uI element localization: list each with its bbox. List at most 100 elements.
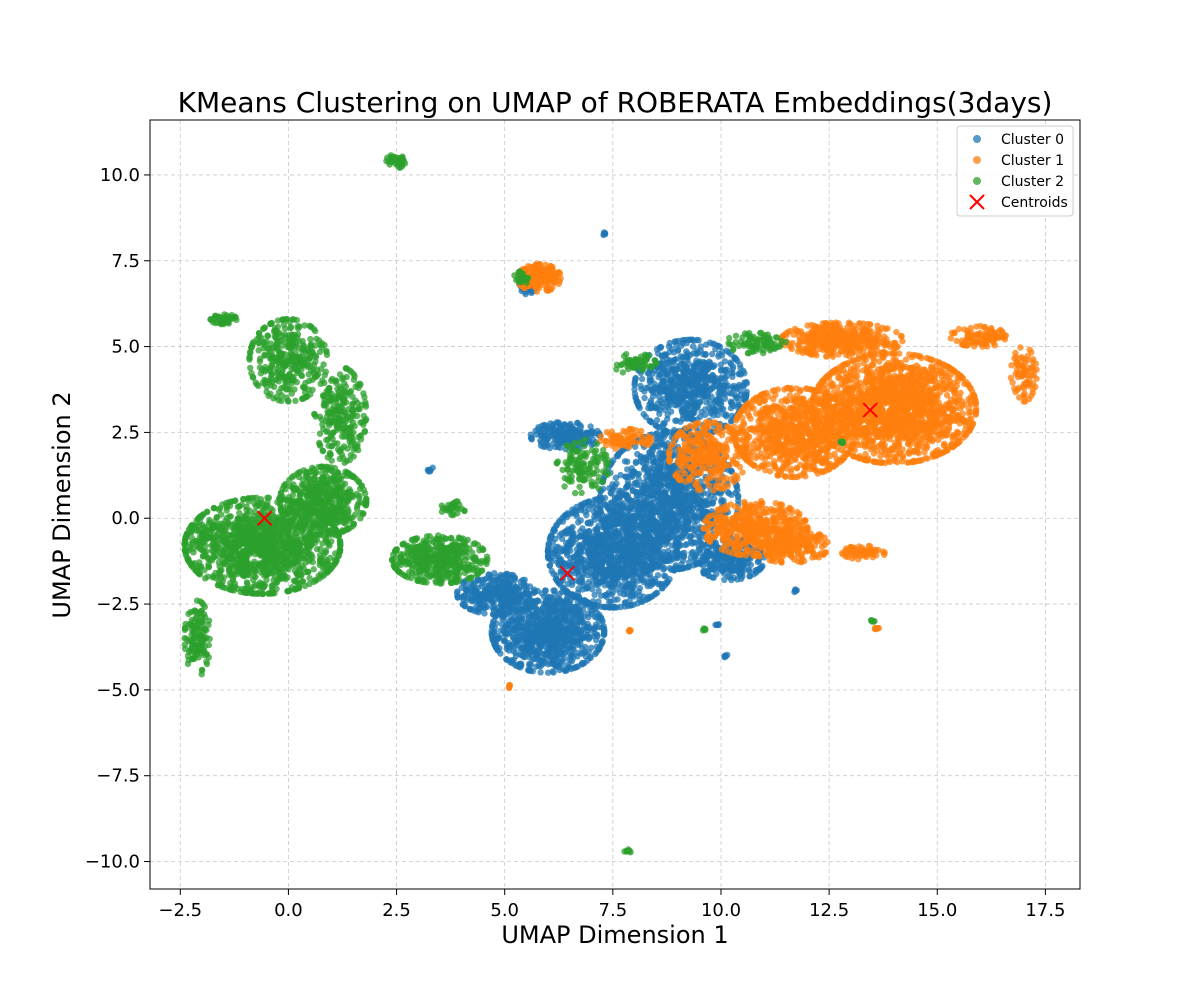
data-point	[425, 468, 431, 474]
data-point	[662, 537, 668, 543]
data-point	[632, 375, 638, 381]
data-point	[693, 370, 699, 376]
data-point	[617, 472, 623, 478]
data-point	[597, 494, 603, 500]
data-point	[569, 524, 575, 530]
data-point	[580, 562, 586, 568]
data-point	[647, 486, 653, 492]
data-point	[551, 526, 557, 532]
data-point	[666, 482, 672, 488]
data-point	[559, 620, 565, 626]
data-point	[527, 601, 533, 607]
data-point	[670, 566, 676, 572]
data-point	[515, 589, 521, 595]
data-point	[495, 585, 501, 591]
data-point	[489, 593, 495, 599]
data-point	[634, 489, 640, 495]
data-point	[575, 568, 581, 574]
data-point	[657, 372, 663, 378]
data-point	[638, 515, 644, 521]
data-point	[563, 609, 569, 615]
data-point	[518, 661, 524, 667]
data-point	[644, 469, 650, 475]
data-point	[526, 643, 532, 649]
data-point	[690, 379, 696, 385]
data-point	[545, 595, 551, 601]
data-point	[504, 656, 510, 662]
data-point	[630, 523, 636, 529]
data-point	[656, 581, 662, 587]
data-point	[653, 404, 659, 410]
data-point	[550, 587, 556, 593]
data-point	[569, 433, 575, 439]
data-point	[641, 483, 647, 489]
data-point	[589, 550, 595, 556]
data-point	[552, 631, 558, 637]
data-point	[686, 517, 692, 523]
data-point	[675, 497, 681, 503]
data-point	[662, 490, 668, 496]
data-point	[727, 359, 733, 365]
data-point	[549, 533, 555, 539]
data-point	[680, 557, 686, 563]
data-point	[470, 588, 476, 594]
data-point	[648, 387, 654, 393]
data-point	[659, 400, 665, 406]
data-point	[455, 594, 461, 600]
data-point	[631, 386, 637, 392]
data-point	[567, 630, 573, 636]
data-point	[695, 495, 701, 501]
data-point	[624, 459, 630, 465]
data-point	[454, 588, 460, 594]
data-point	[624, 527, 630, 533]
data-point	[676, 491, 682, 497]
data-point	[558, 559, 564, 565]
data-point	[579, 525, 585, 531]
data-point	[702, 406, 708, 412]
data-point	[537, 641, 543, 647]
data-point	[645, 533, 651, 539]
data-point	[531, 621, 537, 627]
data-point	[675, 338, 681, 344]
data-point	[461, 593, 467, 599]
data-point	[713, 375, 719, 381]
data-point	[493, 644, 499, 650]
data-point	[550, 669, 556, 675]
data-point	[627, 516, 633, 522]
data-point	[681, 370, 687, 376]
data-point	[538, 650, 544, 656]
data-point	[578, 517, 584, 523]
data-point	[618, 504, 624, 510]
data-point	[753, 569, 759, 575]
data-point	[504, 626, 510, 632]
data-point	[491, 605, 497, 611]
data-point	[687, 413, 693, 419]
data-point	[575, 642, 581, 648]
data-point	[651, 545, 657, 551]
data-point	[685, 526, 691, 532]
data-point	[648, 398, 654, 404]
data-point	[744, 389, 750, 395]
data-point	[722, 562, 728, 568]
data-point	[623, 571, 629, 577]
data-point	[588, 519, 594, 525]
data-point	[590, 574, 596, 580]
data-point	[706, 363, 712, 369]
data-point	[508, 617, 514, 623]
data-point	[712, 382, 718, 388]
data-point	[545, 549, 551, 555]
data-point	[519, 616, 525, 622]
data-point	[723, 413, 729, 419]
data-point	[682, 492, 688, 498]
data-point	[700, 556, 706, 562]
data-point	[500, 579, 506, 585]
data-point	[737, 387, 743, 393]
data-point	[545, 626, 551, 632]
data-point	[630, 498, 636, 504]
data-point	[576, 542, 582, 548]
data-point	[696, 360, 702, 366]
data-point	[518, 652, 524, 658]
data-point	[520, 577, 526, 583]
data-point	[628, 585, 634, 591]
data-point	[541, 633, 547, 639]
